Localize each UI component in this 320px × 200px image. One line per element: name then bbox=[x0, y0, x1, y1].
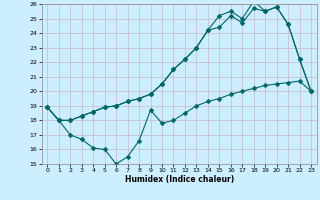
X-axis label: Humidex (Indice chaleur): Humidex (Indice chaleur) bbox=[124, 175, 234, 184]
